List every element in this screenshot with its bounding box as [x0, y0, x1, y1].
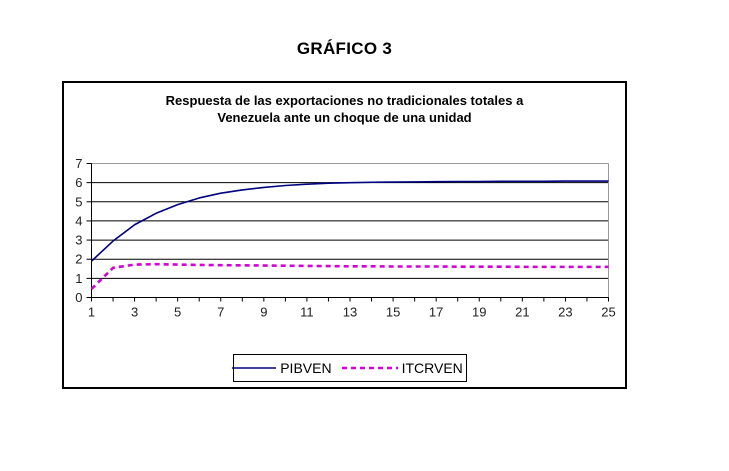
itcrven-line-sample-icon: [341, 366, 398, 370]
svg-text:0: 0: [75, 290, 82, 305]
svg-text:25: 25: [601, 305, 615, 320]
svg-text:3: 3: [75, 233, 82, 248]
svg-text:7: 7: [217, 305, 224, 320]
svg-text:13: 13: [343, 305, 357, 320]
svg-text:21: 21: [515, 305, 529, 320]
svg-text:3: 3: [131, 305, 138, 320]
svg-text:5: 5: [174, 305, 181, 320]
svg-text:7: 7: [75, 156, 82, 171]
svg-text:9: 9: [260, 305, 267, 320]
pibven-line-sample-icon: [232, 367, 277, 369]
chart-title-line1: Respuesta de las exportaciones no tradic…: [165, 93, 524, 108]
page-title: GRÁFICO 3: [296, 39, 393, 58]
chart-box: Respuesta de las exportaciones no tradic…: [62, 81, 627, 389]
legend-label-pibven: PIBVEN: [280, 360, 332, 376]
legend-label-itcrven: ITCRVEN: [401, 360, 463, 376]
svg-text:1: 1: [75, 271, 82, 286]
legend: PIBVEN ITCRVEN: [232, 354, 467, 382]
svg-text:2: 2: [75, 252, 82, 267]
svg-text:19: 19: [472, 305, 486, 320]
chart-title: Respuesta de las exportaciones no tradic…: [64, 92, 625, 126]
svg-text:6: 6: [75, 175, 82, 190]
svg-text:11: 11: [300, 305, 314, 320]
svg-text:1: 1: [88, 305, 95, 320]
chart-title-line2: Venezuela ante un choque de una unidad: [217, 110, 472, 125]
svg-text:15: 15: [386, 305, 400, 320]
svg-text:23: 23: [558, 305, 572, 320]
svg-text:4: 4: [75, 213, 82, 228]
svg-text:17: 17: [429, 305, 443, 320]
svg-text:5: 5: [75, 194, 82, 209]
